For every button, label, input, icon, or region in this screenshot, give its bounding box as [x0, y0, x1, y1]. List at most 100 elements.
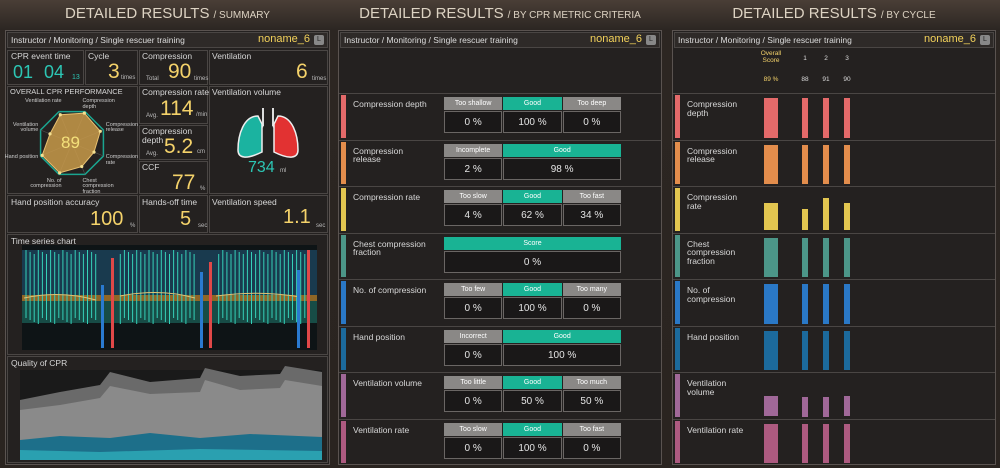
criteria-value-cell: 0 %	[444, 343, 503, 366]
criteria-header-cell: Too fast	[562, 190, 621, 203]
section-label: Quality of CPR	[11, 358, 68, 368]
criteria-value-cell: 0 %	[444, 436, 503, 459]
cell	[85, 50, 138, 85]
cell	[139, 195, 208, 233]
cycle-bar	[823, 423, 829, 463]
row-divider	[339, 372, 661, 373]
cycle-label: 3	[845, 55, 849, 62]
panel-subtitle: / BY CYCLE	[880, 10, 936, 21]
row-label: Hand position	[353, 331, 405, 342]
quality-plot	[20, 366, 322, 460]
row-divider	[339, 232, 661, 234]
row-stripe	[675, 141, 680, 184]
metric-sublabel: Avg.	[146, 113, 158, 119]
user-badge: L	[646, 35, 656, 45]
cycle-bar	[802, 237, 808, 277]
metric-value: 77	[172, 171, 196, 194]
cycle-bar	[844, 144, 850, 184]
cycle-bar	[802, 144, 808, 184]
criteria-header-cell: Too few	[444, 283, 503, 296]
overall-value: 89 %	[763, 76, 779, 83]
section-label: OVERALL CPR PERFORMANCE	[10, 87, 123, 96]
criteria-value-cell: 100 %	[503, 343, 621, 366]
waveform-line	[23, 291, 301, 301]
criteria-header-cell: Incorrect	[444, 329, 503, 343]
criteria-value-cell: 0 %	[562, 297, 621, 319]
cycle-bar	[844, 98, 850, 138]
panel-subtitle: / BY CPR METRIC CRITERIA	[507, 10, 641, 21]
panel-title: DETAILED RESULTS	[732, 5, 877, 22]
criteria-header-cell: Good	[503, 376, 562, 389]
row-divider	[339, 418, 661, 420]
radar-point	[98, 129, 102, 133]
cycle-bar	[802, 423, 808, 463]
criteria-value-cell: 34 %	[562, 204, 621, 226]
radar-point	[40, 153, 44, 157]
row-stripe	[675, 234, 680, 277]
row-label: Ventilation volume	[687, 378, 727, 397]
metric-label: Ventilation	[212, 51, 252, 61]
cycle-bar	[802, 284, 808, 324]
row-label: Compression rate	[353, 192, 421, 202]
metric-sublabel: Total	[146, 76, 159, 82]
panel-heading: DETAILED RESULTS / BY CPR METRIC CRITERIA	[338, 6, 662, 23]
row-label: Ventilation rate	[353, 424, 410, 435]
metric-value: 90	[168, 60, 192, 83]
cycle-bar	[764, 423, 778, 463]
criteria-header-cell: Incomplete	[444, 143, 503, 157]
row-label: No. of compression	[687, 285, 736, 304]
panel-title: DETAILED RESULTS	[359, 5, 504, 22]
criteria-value-cell: 98 %	[503, 157, 621, 180]
row-stripe	[341, 95, 346, 138]
metric-unit: cm	[197, 149, 205, 155]
criteria-header-cell: Too shallow	[444, 97, 503, 110]
cell	[7, 234, 328, 355]
metric-unit: /min	[196, 112, 208, 118]
row-stripe	[675, 420, 680, 463]
user-name: noname_6	[258, 33, 310, 45]
row-divider	[673, 139, 995, 141]
criteria-header-cell: Too fast	[562, 422, 621, 436]
criteria-header-cell: Too many	[562, 283, 621, 296]
criteria-value-cell: 0 %	[444, 250, 621, 273]
cycle-panel	[672, 30, 996, 465]
criteria-header-cell: Score	[444, 236, 621, 250]
radar-point	[58, 113, 62, 117]
radar-label: Chest compression fraction	[82, 177, 114, 196]
criteria-value-cell: 0 %	[444, 297, 503, 319]
breadcrumb: Instructor / Monitoring / Single rescuer…	[344, 35, 518, 45]
cycle-bar	[844, 423, 850, 463]
row-stripe	[675, 374, 680, 417]
seconds: 04	[44, 62, 65, 82]
criteria-value-cell: 50 %	[562, 390, 621, 412]
cycle-bar	[764, 144, 778, 184]
row-stripe	[341, 234, 346, 277]
cycle-bar	[823, 98, 829, 138]
user-badge: L	[314, 35, 324, 45]
cycle-bar	[823, 396, 829, 417]
criteria-header-cell: Too deep	[562, 97, 621, 110]
metric-value: 6	[296, 60, 308, 83]
user-name: noname_6	[924, 33, 976, 45]
criteria-value-cell: 100 %	[503, 111, 562, 133]
metric-label: Hand position accuracy	[11, 197, 100, 207]
cycle-bar	[844, 284, 850, 324]
cell	[209, 50, 328, 85]
cycle-value: 91	[822, 76, 830, 83]
cycle-bar	[823, 198, 829, 231]
user-badge: L	[980, 35, 990, 45]
metric-label: Hands-off time	[142, 197, 198, 207]
overall-label: Overall Score	[760, 50, 782, 64]
row-divider	[339, 139, 661, 141]
criteria-value-cell: 100 %	[503, 297, 562, 319]
row-label: Compression rate	[687, 192, 738, 211]
row-label: Ventilation volume	[353, 378, 422, 388]
lungs-icon	[237, 108, 299, 158]
radar-point	[82, 111, 86, 115]
metric-unit: times	[194, 76, 209, 82]
row-stripe	[341, 327, 346, 370]
row-stripe	[341, 281, 346, 324]
cell	[139, 125, 208, 160]
metric-value: 734	[248, 159, 275, 176]
metric-unit: times	[121, 75, 136, 81]
